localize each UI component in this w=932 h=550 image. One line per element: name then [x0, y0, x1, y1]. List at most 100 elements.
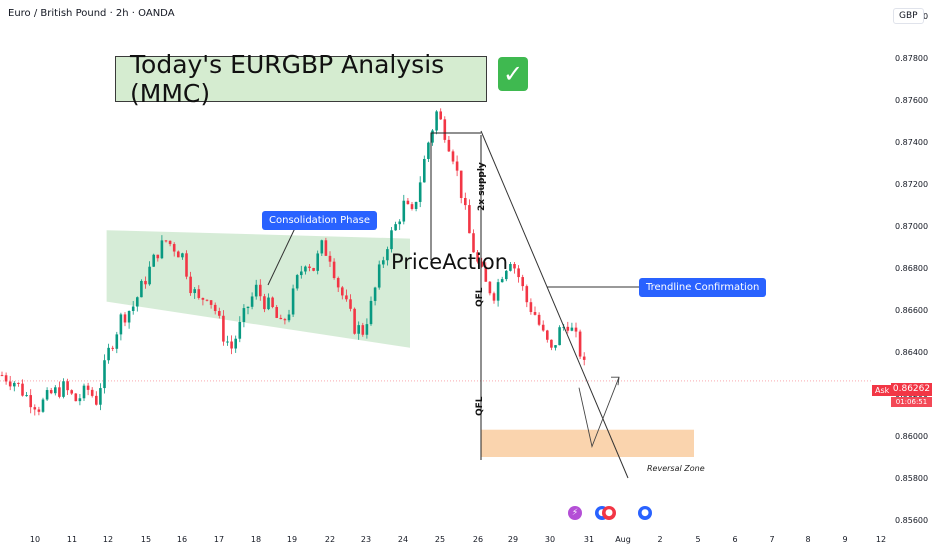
- candle-body: [123, 314, 127, 323]
- news-event-icon[interactable]: ⚡: [568, 506, 582, 520]
- candle-body: [287, 314, 291, 321]
- candle-body: [418, 182, 422, 202]
- candle-body: [181, 253, 184, 258]
- supply-bracket: [430, 132, 481, 260]
- ask-tag: Ask: [872, 385, 893, 396]
- symbol-header[interactable]: Euro / British Pound · 2h · OANDA: [8, 8, 175, 19]
- candle-body: [54, 387, 57, 394]
- x-tick-label: 16: [177, 535, 187, 544]
- candle-body: [25, 395, 28, 397]
- candle-body: [66, 381, 69, 391]
- candle-body: [369, 300, 373, 325]
- candle-body: [238, 321, 242, 339]
- candle-body: [398, 221, 401, 225]
- candle-body: [45, 390, 49, 400]
- candle-body: [554, 345, 557, 348]
- candle-body: [324, 240, 328, 256]
- candle-body: [111, 347, 114, 349]
- candle-body: [464, 197, 467, 206]
- candle-body: [566, 326, 570, 331]
- x-tick-label: 9: [842, 535, 847, 544]
- candle-body: [332, 261, 336, 279]
- candle-body: [234, 338, 237, 349]
- x-tick-label: 8: [805, 535, 810, 544]
- y-tick-label: 0.86600: [895, 306, 928, 315]
- economic-event-icon-2[interactable]: ●: [602, 506, 616, 520]
- candle-body: [414, 201, 418, 209]
- candle-body: [406, 200, 410, 205]
- y-tick-label: 0.87400: [895, 138, 928, 147]
- trendline: [480, 130, 629, 479]
- candle-body: [386, 249, 389, 261]
- candle-body: [496, 282, 500, 301]
- candle-body: [82, 385, 86, 399]
- candle-body: [443, 119, 447, 140]
- candle-body: [410, 204, 414, 209]
- candle-body: [250, 296, 254, 307]
- y-tick-label: 0.86000: [895, 432, 928, 441]
- candle-body: [500, 279, 504, 283]
- candle-body: [160, 240, 164, 259]
- candle-body: [300, 271, 303, 276]
- candle-body: [4, 375, 8, 382]
- candle-body: [144, 280, 147, 285]
- candle-body: [90, 389, 94, 396]
- candle-body: [17, 382, 20, 384]
- candle-body: [226, 341, 229, 343]
- candle-body: [103, 360, 106, 389]
- economic-event-icon-3[interactable]: ●: [638, 506, 652, 520]
- candle-body: [218, 311, 221, 316]
- candle-body: [357, 325, 360, 334]
- bar-countdown: 01:06:51: [891, 397, 932, 407]
- check-mark-icon: ✓: [498, 57, 528, 91]
- candle-body: [279, 317, 283, 320]
- candle-body: [33, 407, 37, 410]
- y-tick-label: 0.87200: [895, 180, 928, 189]
- x-tick-label: 19: [287, 535, 297, 544]
- candle-body: [541, 324, 545, 331]
- x-tick-label: 2: [657, 535, 662, 544]
- x-tick-label: 29: [508, 535, 518, 544]
- candle-body: [74, 393, 78, 402]
- candle-body: [382, 260, 385, 265]
- candle-body: [525, 286, 529, 303]
- candle-body: [423, 158, 426, 183]
- candle-body: [336, 278, 340, 288]
- candle-body: [345, 295, 348, 300]
- candle-body: [377, 264, 381, 288]
- candle-body: [275, 307, 278, 318]
- candle-body: [115, 334, 119, 349]
- candle-body: [136, 297, 139, 307]
- candle-body: [353, 308, 356, 334]
- candle-body: [148, 266, 151, 285]
- candle-body: [304, 266, 307, 272]
- candle-body: [172, 244, 176, 252]
- candle-body: [131, 306, 135, 311]
- price-action-text: PriceAction: [391, 250, 508, 274]
- candle-body: [209, 300, 213, 305]
- y-tick-label: 0.87000: [895, 222, 928, 231]
- candle-body: [193, 289, 196, 294]
- x-tick-label: 23: [361, 535, 371, 544]
- candle-body: [213, 304, 217, 312]
- candle-body: [365, 324, 369, 335]
- analysis-title-text: Today's EURGBP Analysis (MMC): [130, 50, 445, 108]
- y-tick-label: 0.87600: [895, 96, 928, 105]
- candle-body: [546, 330, 549, 340]
- candle-body: [578, 331, 582, 357]
- candle-body: [29, 395, 32, 408]
- x-tick-label: 6: [732, 535, 737, 544]
- candle-body: [127, 310, 131, 323]
- candle-body: [341, 287, 344, 296]
- candle-body: [140, 280, 143, 298]
- projection-path: [578, 377, 620, 449]
- candle-body: [189, 276, 192, 294]
- candle-body: [8, 381, 12, 387]
- candle-body: [349, 299, 352, 309]
- x-tick-label: 10: [30, 535, 40, 544]
- candle-body: [574, 327, 578, 332]
- candle-body: [185, 253, 188, 277]
- currency-badge[interactable]: GBP: [893, 8, 924, 24]
- candle-body: [529, 302, 533, 313]
